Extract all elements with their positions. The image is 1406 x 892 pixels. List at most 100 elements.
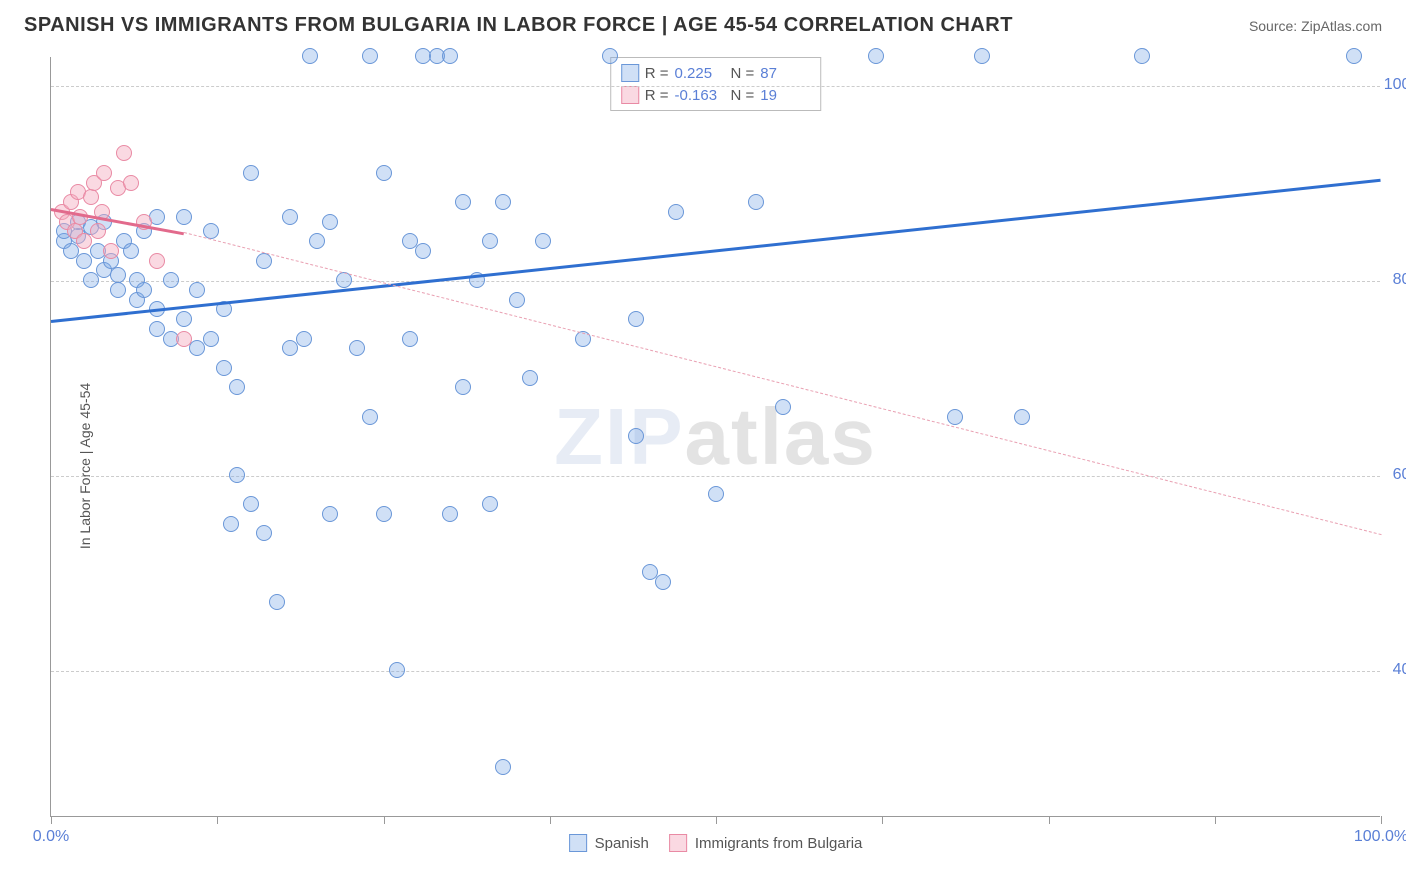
spanish-point [216,360,232,376]
x-tick [1381,816,1382,824]
legend-swatch [569,834,587,852]
spanish-point [362,48,378,64]
legend-swatch [669,834,687,852]
spanish-point [376,506,392,522]
spanish-point [482,496,498,512]
spanish-point [269,594,285,610]
spanish-point [868,48,884,64]
spanish-point [1346,48,1362,64]
spanish-point [535,233,551,249]
spanish-point [495,759,511,775]
spanish-point [376,165,392,181]
spanish-point [282,209,298,225]
spanish-point [415,243,431,259]
spanish-point [668,204,684,220]
spanish-point [189,282,205,298]
spanish-point [349,340,365,356]
x-tick-label: 100.0% [1354,828,1406,846]
y-tick-label: 40.0% [1393,661,1406,679]
spanish-point [302,48,318,64]
spanish-point [402,331,418,347]
spanish-point [748,194,764,210]
spanish-point [229,379,245,395]
spanish-point [229,467,245,483]
source-name: ZipAtlas.com [1301,18,1382,34]
spanish-point [256,253,272,269]
legend-label: Spanish [595,835,649,852]
chart-header: SPANISH VS IMMIGRANTS FROM BULGARIA IN L… [0,0,1406,47]
chart-area: In Labor Force | Age 45-54 ZIPatlas R =0… [0,47,1406,885]
source-prefix: Source: [1249,18,1301,34]
spanish-point [455,194,471,210]
bulgaria-point [90,223,106,239]
spanish-point [495,194,511,210]
spanish-point [110,282,126,298]
bulgaria-trend-extrapolation [184,232,1381,535]
legend-swatch [621,64,639,82]
bulgaria-point [116,145,132,161]
legend-n-label: N = [731,87,755,104]
spanish-point [203,331,219,347]
spanish-point [110,267,126,283]
grid-line [51,671,1380,672]
legend-item: Immigrants from Bulgaria [669,834,863,852]
spanish-point [136,282,152,298]
spanish-point [628,428,644,444]
spanish-point [1014,409,1030,425]
bulgaria-point [103,243,119,259]
x-tick [384,816,385,824]
spanish-point [455,379,471,395]
legend-n-val: 19 [760,87,810,104]
spanish-point [243,496,259,512]
correlation-legend: R =0.225N =87R =-0.163N =19 [610,57,822,111]
x-tick [550,816,551,824]
legend-n-label: N = [731,65,755,82]
spanish-point [256,525,272,541]
spanish-point [602,48,618,64]
grid-line [51,281,1380,282]
legend-r-label: R = [645,87,669,104]
grid-line [51,476,1380,477]
scatter-plot: ZIPatlas R =0.225N =87R =-0.163N =19 Spa… [50,57,1380,817]
x-tick-label: 0.0% [33,828,69,846]
spanish-point [482,233,498,249]
legend-r-label: R = [645,65,669,82]
spanish-point [509,292,525,308]
spanish-point [947,409,963,425]
series-legend: Spanish Immigrants from Bulgaria [569,834,863,852]
legend-row: R =0.225N =87 [621,62,811,84]
spanish-point [708,486,724,502]
spanish-point [296,331,312,347]
x-tick [51,816,52,824]
watermark: ZIPatlas [554,391,877,483]
spanish-point [442,48,458,64]
spanish-point [309,233,325,249]
y-tick-label: 100.0% [1384,76,1406,94]
spanish-point [1134,48,1150,64]
watermark-zip: ZIP [554,392,684,481]
x-tick [1049,816,1050,824]
spanish-point [123,243,139,259]
x-tick [882,816,883,824]
spanish-point [322,506,338,522]
x-tick [716,816,717,824]
spanish-point [775,399,791,415]
spanish-point [176,311,192,327]
x-tick [1215,816,1216,824]
spanish-point [176,209,192,225]
spanish-point [389,662,405,678]
spanish-point [522,370,538,386]
spanish-point [974,48,990,64]
spanish-point [243,165,259,181]
legend-n-val: 87 [760,65,810,82]
spanish-trend-line [51,179,1381,323]
bulgaria-point [149,253,165,269]
bulgaria-point [83,189,99,205]
spanish-point [442,506,458,522]
bulgaria-point [96,165,112,181]
x-tick [217,816,218,824]
legend-label: Immigrants from Bulgaria [695,835,863,852]
spanish-point [223,516,239,532]
spanish-point [628,311,644,327]
grid-line [51,86,1380,87]
